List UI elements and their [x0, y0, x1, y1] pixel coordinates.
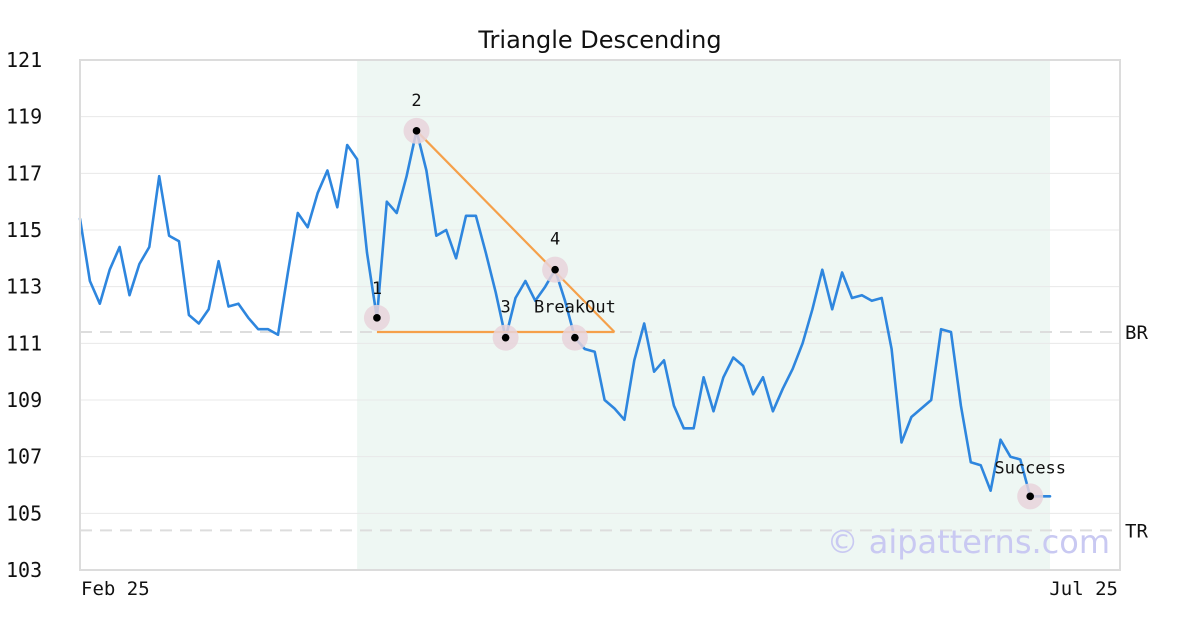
highlight-region-layer: [357, 60, 1051, 570]
plot-frame: [79, 59, 1121, 571]
triangle-line: [415, 130, 616, 333]
highlight-region: [357, 60, 1051, 570]
pattern-points: 1 2 3 4 BreakOut Success: [363, 91, 1066, 510]
y-tick-label: 105: [6, 501, 42, 525]
point-label: BreakOut: [534, 298, 616, 318]
x-axis-ticks: Feb 25 Jul 25: [81, 578, 1118, 600]
point-marker: [551, 265, 559, 274]
chart-title: Triangle Descending: [477, 26, 721, 54]
series-line: [78, 129, 1052, 498]
y-tick-label: 107: [6, 445, 42, 469]
y-tick-label: 119: [6, 105, 42, 129]
y-axis-ticks: 103 105 107 109 111 113 115 117 119 121: [6, 48, 42, 582]
y-tick-label: 121: [6, 48, 42, 72]
point-label: 1: [372, 279, 382, 299]
series-layer: [78, 129, 1052, 498]
point-label: 2: [411, 91, 421, 111]
y-tick-label: 111: [6, 331, 42, 355]
watermark-layer: © aipatterns.com: [827, 523, 1110, 561]
point-marker: [1026, 492, 1035, 501]
point-label: 4: [550, 230, 560, 250]
y-tick-label: 103: [6, 558, 42, 582]
point-marker: [571, 333, 579, 342]
reference-line-label: TR: [1125, 520, 1148, 542]
y-tick-label: 117: [6, 161, 42, 185]
reference-line-label: BR: [1125, 322, 1148, 344]
point-marker: [373, 314, 381, 322]
point-marker: [412, 127, 421, 135]
point-label: 3: [500, 298, 510, 318]
y-tick-label: 113: [6, 275, 42, 299]
point-marker: [501, 333, 510, 342]
y-tick-label: 109: [6, 388, 42, 412]
point-label: Success: [994, 458, 1066, 478]
x-tick-label: Feb 25: [81, 578, 150, 600]
y-tick-label: 115: [6, 218, 42, 242]
watermark: © aipatterns.com: [827, 523, 1110, 561]
x-tick-label: Jul 25: [1049, 578, 1118, 600]
